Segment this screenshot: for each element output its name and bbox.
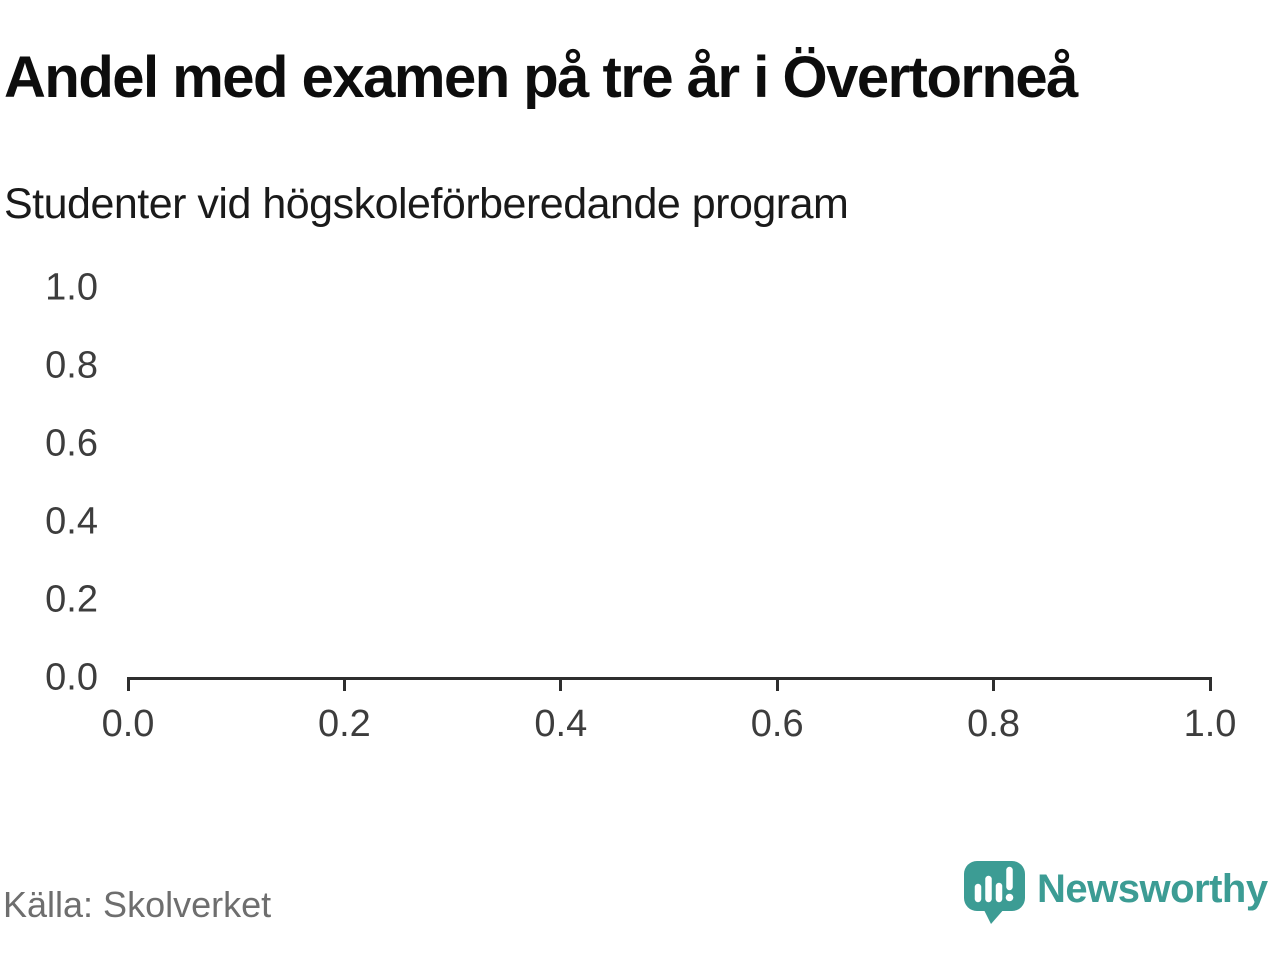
source-label: Källa: Skolverket (3, 884, 272, 925)
y-tick-label: 0.4 (45, 500, 98, 543)
x-tick-label: 0.0 (101, 703, 155, 745)
x-tick-mark (559, 677, 563, 691)
x-tick-mark (342, 677, 346, 691)
y-tick-label: 0.6 (45, 422, 98, 465)
y-tick-label: 0.0 (45, 656, 98, 699)
y-tick-label: 1.0 (45, 266, 98, 309)
newsworthy-logo: Newsworthy (963, 860, 1268, 926)
x-tick-mark (1208, 677, 1212, 691)
chart-title: Andel med examen på tre år i Övertorneå (4, 45, 1078, 110)
newsworthy-wordmark: Newsworthy (1037, 866, 1268, 911)
x-tick-mark (775, 677, 779, 691)
x-tick-label: 1.0 (1183, 703, 1237, 745)
y-tick-label: 0.2 (45, 578, 98, 621)
x-tick-label: 0.8 (967, 703, 1020, 745)
newsworthy-bubble-chart-icon (964, 861, 1025, 924)
x-tick-mark (992, 677, 996, 691)
x-axis-line (128, 677, 1210, 680)
x-tick-label: 0.2 (317, 703, 371, 745)
chart-subtitle: Studenter vid högskoleförberedande progr… (4, 180, 849, 228)
y-tick-label: 0.8 (45, 344, 98, 387)
x-tick-label: 0.6 (750, 703, 804, 745)
x-tick-label: 0.4 (534, 703, 588, 745)
x-tick-mark (126, 677, 130, 691)
